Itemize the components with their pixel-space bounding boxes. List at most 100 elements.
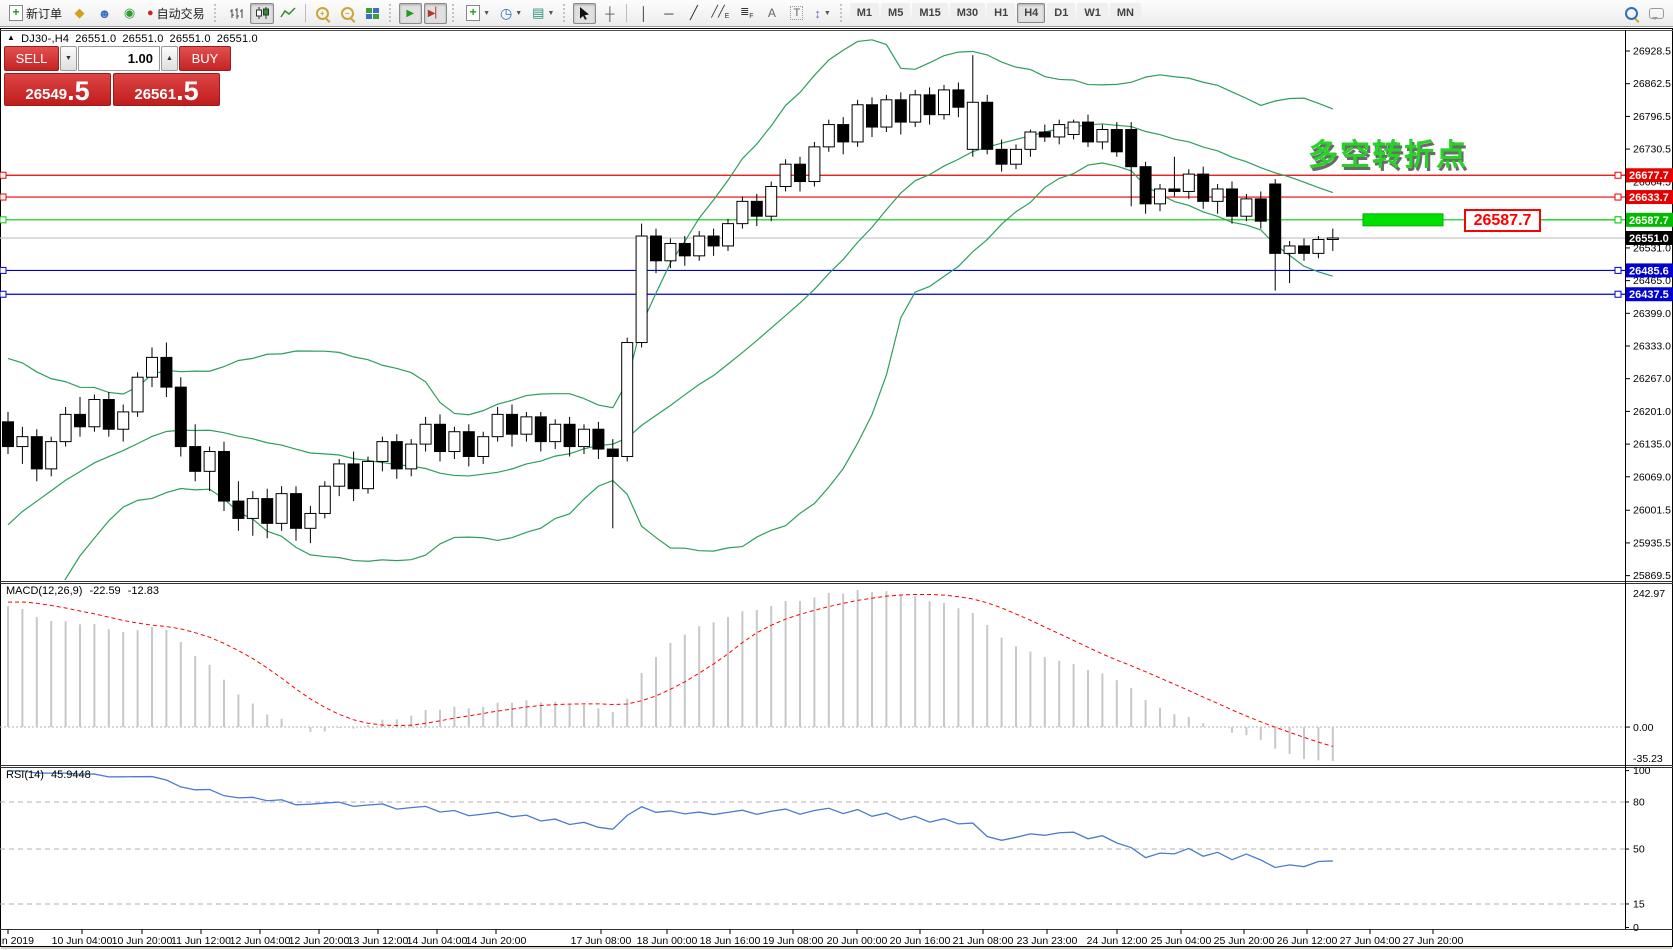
text-button[interactable]: A bbox=[760, 3, 783, 24]
chat-icon bbox=[1649, 7, 1664, 20]
svg-text:20 Jun 00:00: 20 Jun 00:00 bbox=[827, 935, 888, 947]
toolbar-grip bbox=[213, 4, 219, 22]
svg-text:26587.7: 26587.7 bbox=[1629, 215, 1669, 227]
tile-windows-button[interactable] bbox=[361, 3, 384, 24]
fibonacci-icon: ≣F bbox=[740, 6, 754, 21]
toolbar-grip bbox=[839, 4, 845, 22]
autotrade-icon: ● bbox=[147, 7, 154, 19]
svg-text:26928.5: 26928.5 bbox=[1633, 46, 1671, 58]
line-chart-button[interactable] bbox=[276, 3, 300, 24]
dropdown-arrow-icon: ▼ bbox=[515, 9, 523, 17]
zoom-in-button[interactable]: + bbox=[311, 3, 334, 24]
candlestick-chart-icon bbox=[255, 7, 269, 19]
svg-text:-35.23: -35.23 bbox=[1633, 753, 1663, 765]
toolbar-grip bbox=[563, 4, 568, 22]
vertical-line-button[interactable]: │ bbox=[632, 3, 655, 24]
new-chart-button[interactable]: + ▼ bbox=[462, 3, 494, 24]
svg-text:10 Jun 04:00: 10 Jun 04:00 bbox=[52, 935, 113, 947]
timeframe-button-M1[interactable]: M1 bbox=[849, 3, 880, 23]
svg-text:14 Jun 04:00: 14 Jun 04:00 bbox=[407, 935, 468, 947]
marker-icon: ◆ bbox=[74, 5, 85, 20]
volume-input[interactable] bbox=[78, 46, 160, 71]
signal-button[interactable]: ◉ bbox=[118, 3, 141, 24]
price-callout-label[interactable]: 26587.7 bbox=[1464, 209, 1541, 232]
rsi-value: 45.9448 bbox=[50, 769, 91, 781]
buy-price-main: 26561 bbox=[134, 86, 177, 103]
timeframe-button-H4[interactable]: H4 bbox=[1017, 3, 1046, 23]
macd-main-value: -22.59 bbox=[89, 585, 121, 597]
sell-button[interactable]: SELL bbox=[4, 46, 59, 71]
volume-increase-button[interactable]: ▲ bbox=[161, 46, 178, 71]
zoom-out-button[interactable]: − bbox=[336, 3, 359, 24]
label-button[interactable]: T bbox=[785, 3, 808, 24]
trendline-button[interactable]: ╱ bbox=[682, 3, 705, 24]
horizontal-line-button[interactable]: ─ bbox=[657, 3, 680, 24]
volume-decrease-button[interactable]: ▼ bbox=[60, 46, 77, 71]
buy-price-button[interactable]: 26561.5 bbox=[113, 73, 220, 106]
fibonacci-button[interactable]: ≣F bbox=[735, 3, 758, 24]
community-button[interactable]: ☻ bbox=[93, 3, 116, 24]
periods-button[interactable]: ◷ ▼ bbox=[496, 3, 526, 24]
ohlc-open: 26551.0 bbox=[75, 33, 117, 45]
auto-scroll-button[interactable]: ▶ bbox=[398, 2, 422, 24]
new-order-label: 新订单 bbox=[26, 6, 63, 21]
buy-price-frac: .5 bbox=[176, 76, 199, 106]
timeframe-button-D1[interactable]: D1 bbox=[1047, 3, 1076, 23]
svg-text:11 Jun 12:00: 11 Jun 12:00 bbox=[171, 935, 231, 947]
macd-signal-value: -12.83 bbox=[127, 585, 159, 597]
svg-text:26399.0: 26399.0 bbox=[1633, 308, 1671, 320]
timeframe-button-W1[interactable]: W1 bbox=[1077, 3, 1108, 23]
chart-annotation-text: 多空转折点 bbox=[1308, 139, 1468, 172]
candlestick-chart-button[interactable] bbox=[249, 2, 274, 24]
crosshair-icon: ┼ bbox=[605, 5, 615, 21]
search-icon bbox=[1625, 6, 1638, 20]
chat-button[interactable] bbox=[1645, 3, 1668, 24]
svg-text:26551.0: 26551.0 bbox=[1629, 233, 1669, 245]
svg-text:0: 0 bbox=[1633, 922, 1639, 934]
svg-text:12 Jun 20:00: 12 Jun 20:00 bbox=[289, 935, 350, 947]
svg-text:26 Jun 12:00: 26 Jun 12:00 bbox=[1277, 935, 1338, 947]
new-chart-icon: + bbox=[466, 5, 481, 21]
signal-icon: ◉ bbox=[123, 5, 136, 20]
timeframe-button-H1[interactable]: H1 bbox=[987, 3, 1016, 23]
toolbar-separator bbox=[626, 4, 628, 22]
new-order-button[interactable]: + 新订单 bbox=[5, 3, 66, 24]
svg-text:10 Jun 20:00: 10 Jun 20:00 bbox=[112, 935, 173, 947]
search-button[interactable] bbox=[1620, 3, 1643, 24]
arrows-button[interactable]: ↕ ▼ bbox=[810, 3, 834, 24]
rsi-name: RSI(14) bbox=[6, 769, 44, 781]
toolbar-grip bbox=[452, 4, 457, 22]
crosshair-button[interactable]: ┼ bbox=[598, 3, 621, 24]
svg-text:24 Jun 12:00: 24 Jun 12:00 bbox=[1087, 935, 1148, 947]
line-chart-icon bbox=[280, 7, 296, 18]
buy-button[interactable]: BUY bbox=[179, 46, 231, 71]
ohlc-close: 26551.0 bbox=[216, 33, 258, 45]
templates-button[interactable]: ▤ ▼ bbox=[528, 3, 558, 24]
timeframe-button-M15[interactable]: M15 bbox=[912, 3, 948, 23]
cursor-button[interactable] bbox=[573, 2, 597, 24]
tile-windows-icon bbox=[365, 7, 379, 19]
svg-text:0.00: 0.00 bbox=[1633, 722, 1654, 734]
label-icon: T bbox=[790, 6, 804, 20]
svg-text:26069.0: 26069.0 bbox=[1633, 471, 1671, 483]
svg-text:26730.5: 26730.5 bbox=[1633, 144, 1671, 156]
spin-up-icon: ▲ bbox=[166, 55, 173, 62]
sell-price-button[interactable]: 26549.5 bbox=[4, 73, 111, 106]
dropdown-arrow-icon: ▼ bbox=[823, 9, 831, 17]
chart-shift-button[interactable]: ▶▏ bbox=[423, 2, 448, 24]
bar-chart-button[interactable] bbox=[224, 3, 248, 24]
timeframe-button-M5[interactable]: M5 bbox=[881, 3, 911, 23]
horizontal-line-icon: ─ bbox=[664, 5, 674, 21]
svg-text:26201.0: 26201.0 bbox=[1633, 406, 1671, 418]
svg-text:17 Jun 08:00: 17 Jun 08:00 bbox=[571, 935, 632, 947]
autotrade-button[interactable]: ● 自动交易 bbox=[143, 3, 209, 24]
marker-button[interactable]: ◆ bbox=[68, 3, 91, 24]
svg-text:25 Jun 20:00: 25 Jun 20:00 bbox=[1214, 935, 1275, 947]
svg-text:27 Jun 04:00: 27 Jun 04:00 bbox=[1340, 935, 1401, 947]
channel-button[interactable]: ╱╱E bbox=[707, 3, 733, 24]
zoom-out-icon: − bbox=[340, 6, 354, 20]
svg-text:21 Jun 08:00: 21 Jun 08:00 bbox=[953, 935, 1014, 947]
timeframe-button-MN[interactable]: MN bbox=[1109, 3, 1141, 23]
timeframe-button-M30[interactable]: M30 bbox=[949, 3, 986, 23]
